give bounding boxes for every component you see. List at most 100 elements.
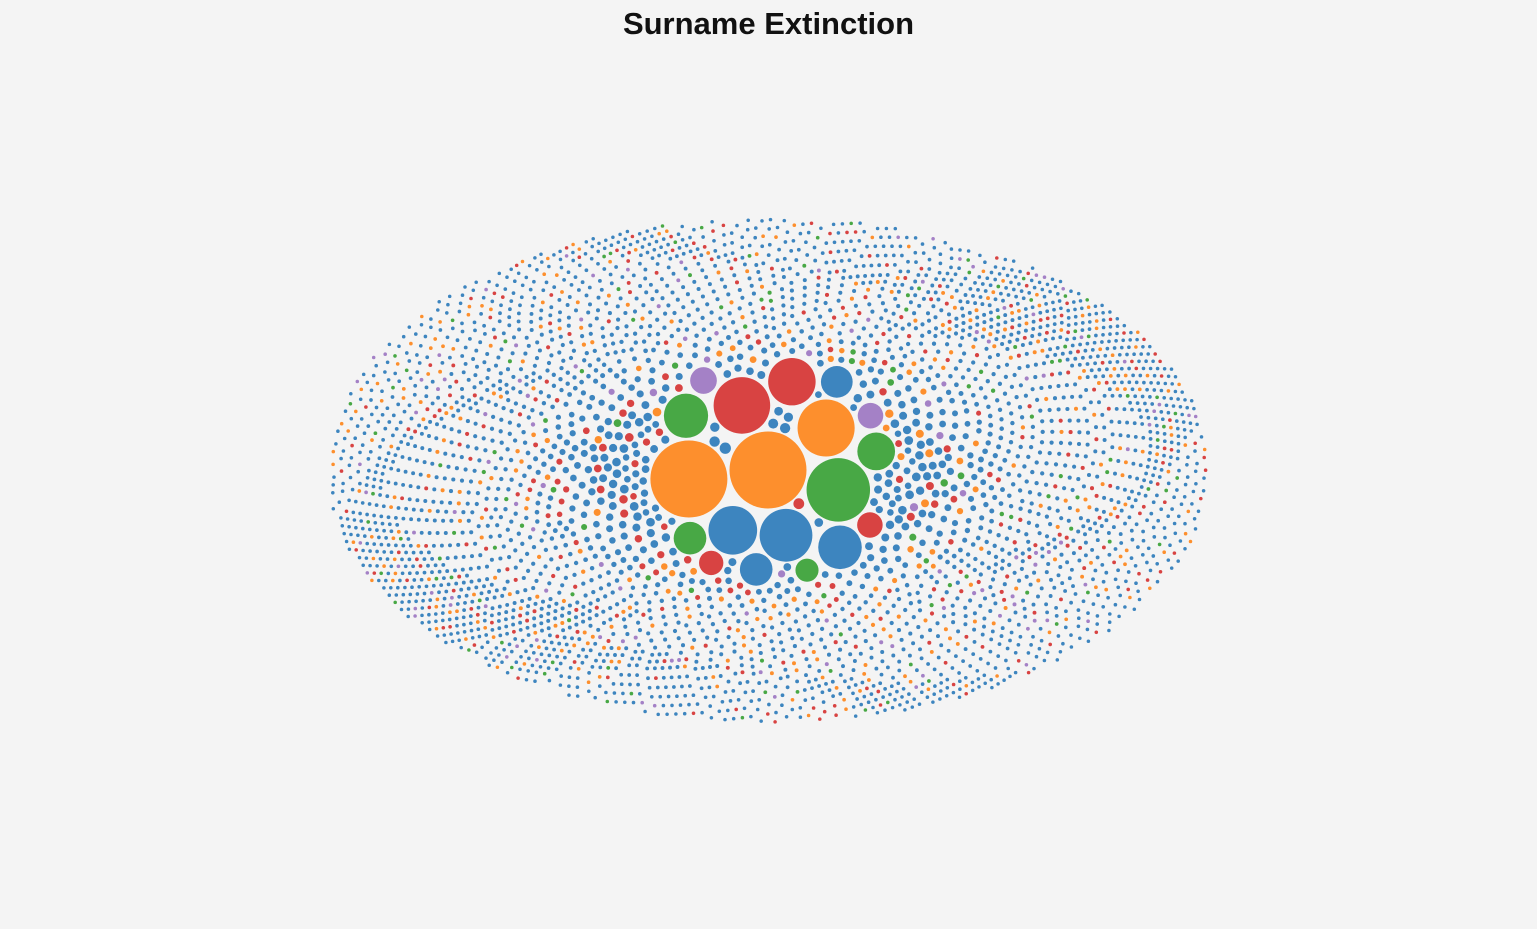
small-bubble — [692, 279, 697, 284]
small-bubble — [546, 256, 550, 261]
small-bubble — [881, 557, 888, 564]
small-bubble — [988, 283, 993, 288]
small-bubble — [636, 620, 641, 625]
small-bubble — [586, 680, 591, 685]
small-bubble — [572, 375, 577, 380]
small-bubble — [1170, 382, 1174, 386]
small-bubble — [769, 625, 775, 630]
small-bubble — [803, 698, 808, 702]
small-bubble — [1047, 630, 1052, 635]
small-bubble — [575, 676, 580, 680]
small-bubble — [900, 573, 906, 579]
small-bubble — [473, 434, 478, 439]
small-bubble — [503, 287, 508, 291]
small-bubble — [1076, 291, 1081, 296]
small-bubble — [783, 563, 792, 571]
small-bubble — [883, 687, 887, 691]
small-bubble — [478, 380, 483, 385]
small-bubble — [975, 315, 980, 320]
small-bubble — [1042, 658, 1047, 663]
small-bubble — [907, 322, 912, 327]
small-bubble — [853, 303, 858, 308]
small-bubble — [1009, 630, 1014, 635]
small-bubble — [638, 284, 643, 288]
small-bubble — [716, 587, 723, 593]
small-bubble — [723, 717, 727, 722]
small-bubble — [1189, 429, 1194, 433]
small-bubble — [509, 409, 514, 414]
small-bubble — [1067, 418, 1072, 423]
small-bubble — [570, 636, 574, 641]
small-bubble — [896, 681, 901, 686]
small-bubble — [606, 525, 614, 533]
small-bubble — [1010, 482, 1016, 487]
small-bubble — [968, 318, 973, 323]
small-bubble — [790, 697, 795, 702]
large-bubble — [806, 458, 871, 522]
small-bubble — [419, 577, 424, 582]
small-bubble — [612, 469, 622, 479]
small-bubble — [663, 340, 669, 345]
small-bubble — [844, 312, 849, 318]
small-bubble — [896, 304, 901, 309]
small-bubble — [1017, 365, 1022, 371]
small-bubble — [753, 235, 758, 240]
small-bubble — [674, 384, 683, 392]
small-bubble — [1029, 278, 1034, 283]
small-bubble — [407, 325, 412, 329]
small-bubble — [779, 422, 791, 434]
small-bubble — [734, 707, 739, 712]
small-bubble — [1191, 489, 1196, 494]
small-bubble — [656, 304, 661, 309]
small-bubble — [576, 399, 583, 406]
small-bubble — [678, 650, 683, 655]
small-bubble — [556, 511, 563, 518]
small-bubble — [438, 369, 443, 374]
small-bubble — [1095, 555, 1100, 560]
small-bubble — [1122, 359, 1127, 364]
small-bubble — [927, 679, 931, 683]
small-bubble — [726, 292, 731, 297]
small-bubble — [1026, 626, 1030, 631]
small-bubble — [591, 236, 595, 241]
small-bubble — [571, 444, 579, 452]
small-bubble — [970, 688, 975, 693]
small-bubble — [706, 595, 713, 601]
small-bubble — [374, 363, 378, 368]
small-bubble — [1059, 320, 1064, 325]
small-bubble — [995, 674, 999, 678]
small-bubble — [710, 621, 716, 627]
small-bubble — [513, 565, 518, 570]
small-bubble — [1036, 511, 1041, 517]
small-bubble — [599, 474, 608, 483]
small-bubble — [975, 322, 980, 327]
small-bubble — [905, 235, 909, 240]
small-bubble — [621, 609, 626, 614]
small-bubble — [621, 691, 625, 696]
small-bubble — [374, 503, 379, 507]
small-bubble — [1123, 562, 1127, 567]
small-bubble — [501, 405, 506, 411]
small-bubble — [554, 398, 560, 403]
small-bubble — [1159, 374, 1164, 378]
small-bubble — [476, 524, 481, 529]
small-bubble — [897, 659, 902, 664]
small-bubble — [505, 579, 510, 584]
small-bubble — [781, 321, 787, 326]
small-bubble — [438, 328, 443, 332]
small-bubble — [501, 544, 506, 549]
small-bubble — [1125, 420, 1130, 425]
small-bubble — [422, 570, 427, 575]
small-bubble — [973, 337, 978, 342]
small-bubble — [693, 666, 698, 671]
small-bubble — [590, 634, 595, 639]
small-bubble — [1145, 387, 1149, 392]
small-bubble — [441, 562, 446, 567]
small-bubble — [988, 649, 993, 654]
small-bubble — [719, 644, 724, 649]
small-bubble — [362, 534, 367, 538]
small-bubble — [398, 536, 403, 541]
small-bubble — [1106, 531, 1111, 535]
small-bubble — [527, 487, 533, 493]
small-bubble — [920, 682, 925, 686]
